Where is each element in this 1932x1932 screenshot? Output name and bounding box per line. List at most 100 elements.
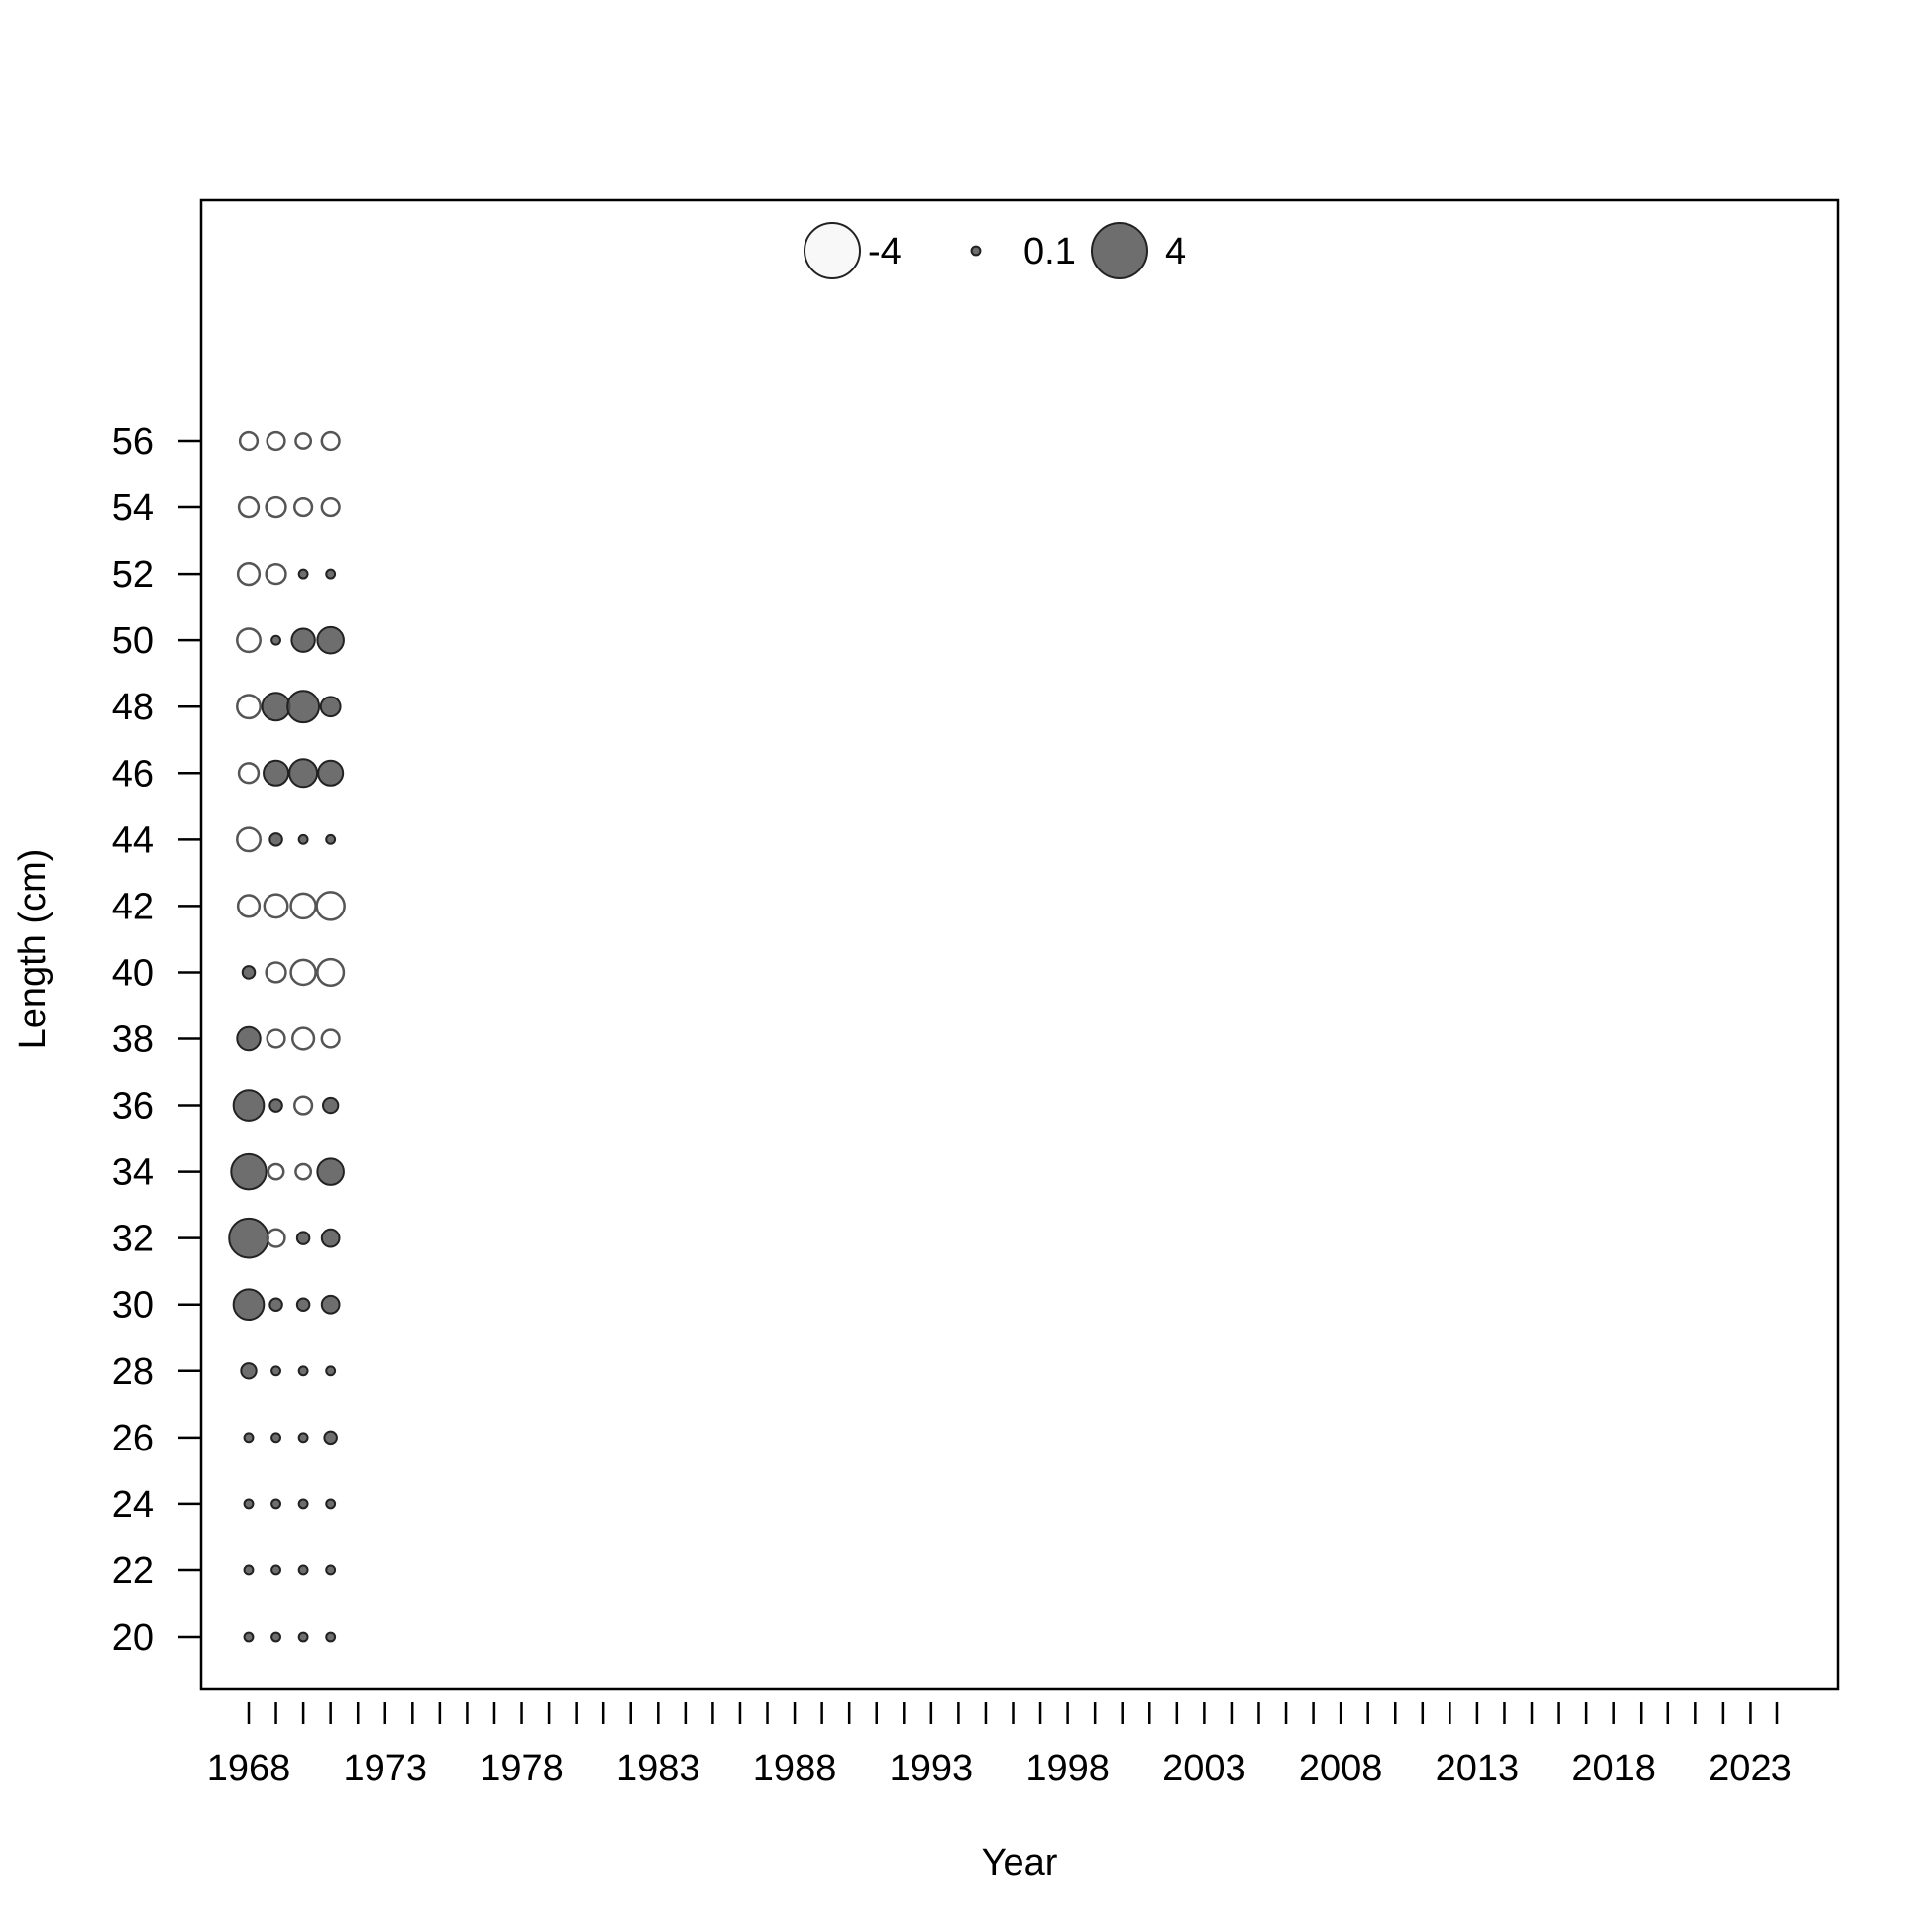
y-tick-label: 24 [112, 1484, 154, 1526]
x-axis-label: Year [982, 1842, 1058, 1883]
legend-bubble [1091, 222, 1148, 279]
bubble-negative [320, 430, 341, 452]
bubble-negative [266, 430, 286, 452]
bubble-positive [263, 759, 290, 787]
y-tick-label: 50 [112, 620, 154, 662]
y-tick-label: 56 [112, 421, 154, 463]
bubble-negative [265, 495, 287, 519]
bubble-positive [316, 625, 345, 655]
bubble-positive [317, 759, 345, 787]
bubble-negative [236, 894, 262, 918]
bubble-positive [320, 1294, 341, 1315]
bubble-positive [240, 1362, 258, 1380]
bubble-positive [270, 1365, 281, 1377]
bubble-positive [297, 1365, 309, 1377]
y-tick-label: 20 [112, 1617, 154, 1659]
y-tick-label: 46 [112, 753, 154, 795]
bubble-negative [265, 562, 287, 586]
bubble-negative [266, 1228, 286, 1248]
x-tick-label: 2003 [1162, 1748, 1246, 1789]
bubble-negative [293, 1095, 314, 1116]
x-tick-label: 1998 [1025, 1748, 1110, 1789]
legend-bubble [970, 245, 982, 257]
bubble-negative [316, 957, 346, 987]
x-tick-label: 1988 [753, 1748, 837, 1789]
bubble-positive [270, 1498, 281, 1510]
bubble-positive [316, 1157, 345, 1186]
bubble-positive [288, 758, 319, 789]
y-tick-label: 54 [112, 487, 154, 529]
bubble-positive [228, 1217, 269, 1259]
bubble-positive [297, 1631, 309, 1643]
bubble-negative [237, 495, 261, 519]
bubble-positive [270, 1631, 281, 1643]
bubble-positive [241, 965, 257, 980]
x-tick-label: 1993 [890, 1748, 974, 1789]
y-tick-label: 26 [112, 1418, 154, 1459]
y-tick-label: 28 [112, 1351, 154, 1393]
bubble-positive [325, 1631, 337, 1643]
bubble-negative [263, 893, 289, 919]
legend-label: 0.1 [1023, 231, 1076, 272]
bubble-positive [232, 1288, 266, 1322]
y-tick-label: 52 [112, 554, 154, 595]
bubble-negative [236, 627, 262, 654]
bubble-positive [325, 833, 337, 845]
bubble-positive [325, 568, 337, 580]
x-tick-label: 2013 [1436, 1748, 1520, 1789]
bubble-positive [295, 1231, 311, 1245]
bubble-positive [290, 627, 316, 653]
bubble-negative [320, 496, 341, 518]
bubble-negative [236, 694, 262, 720]
bubble-positive [243, 1631, 255, 1643]
y-axis-label: Length (cm) [12, 849, 54, 1050]
bubble-negative [265, 961, 287, 984]
y-tick-label: 30 [112, 1285, 154, 1327]
bubble-negative [320, 1028, 341, 1049]
legend-bubble [804, 222, 861, 279]
bubble-positive [323, 1430, 338, 1446]
bubble-positive [243, 1498, 255, 1510]
x-tick-label: 1973 [343, 1748, 427, 1789]
bubble-negative [315, 891, 346, 921]
bubble-negative [236, 562, 262, 587]
bubble-negative [289, 958, 317, 987]
bubble-negative [293, 496, 314, 518]
y-tick-label: 32 [112, 1219, 154, 1260]
bubble-positive [297, 1432, 309, 1444]
bubble-negative [289, 892, 317, 920]
bubble-negative [291, 1026, 316, 1051]
bubble-negative [294, 432, 313, 450]
y-tick-label: 34 [112, 1152, 154, 1194]
bubble-positive [297, 568, 309, 580]
x-tick-label: 2018 [1571, 1748, 1656, 1789]
y-tick-label: 40 [112, 952, 154, 994]
bubble-positive [319, 696, 342, 718]
bubble-positive [236, 1025, 262, 1052]
legend: -4 0.1 4 [804, 222, 1186, 279]
bubble-positive [325, 1564, 337, 1576]
x-tick-label: 2023 [1708, 1748, 1792, 1789]
bubble-positive [320, 1228, 341, 1248]
bubble-negative [238, 430, 260, 452]
bubble-negative [294, 1162, 313, 1181]
legend-label: -4 [868, 231, 902, 272]
bubble-positive [261, 692, 291, 722]
bubble-negative [266, 1028, 286, 1049]
bubble-positive [321, 1096, 340, 1115]
y-axis: 20 22 24 26 28 30 32 34 36 38 40 42 44 46 48 50 52 54 56 [112, 421, 201, 1659]
x-tick-label: 1983 [616, 1748, 700, 1789]
bubble-positive [325, 1365, 337, 1377]
y-tick-label: 36 [112, 1086, 154, 1127]
bubble-positive [297, 1498, 309, 1510]
x-axis: 1968 1973 1978 1983 1988 1993 1998 2003 2008 2013… [207, 1702, 1792, 1789]
bubble-marks [228, 430, 346, 1643]
bubble-positive [270, 634, 281, 646]
x-tick-label: 1968 [207, 1748, 291, 1789]
bubble-positive [243, 1564, 255, 1576]
bubble-positive [230, 1152, 268, 1191]
bubble-positive [268, 832, 283, 847]
bubble-positive [286, 690, 321, 724]
